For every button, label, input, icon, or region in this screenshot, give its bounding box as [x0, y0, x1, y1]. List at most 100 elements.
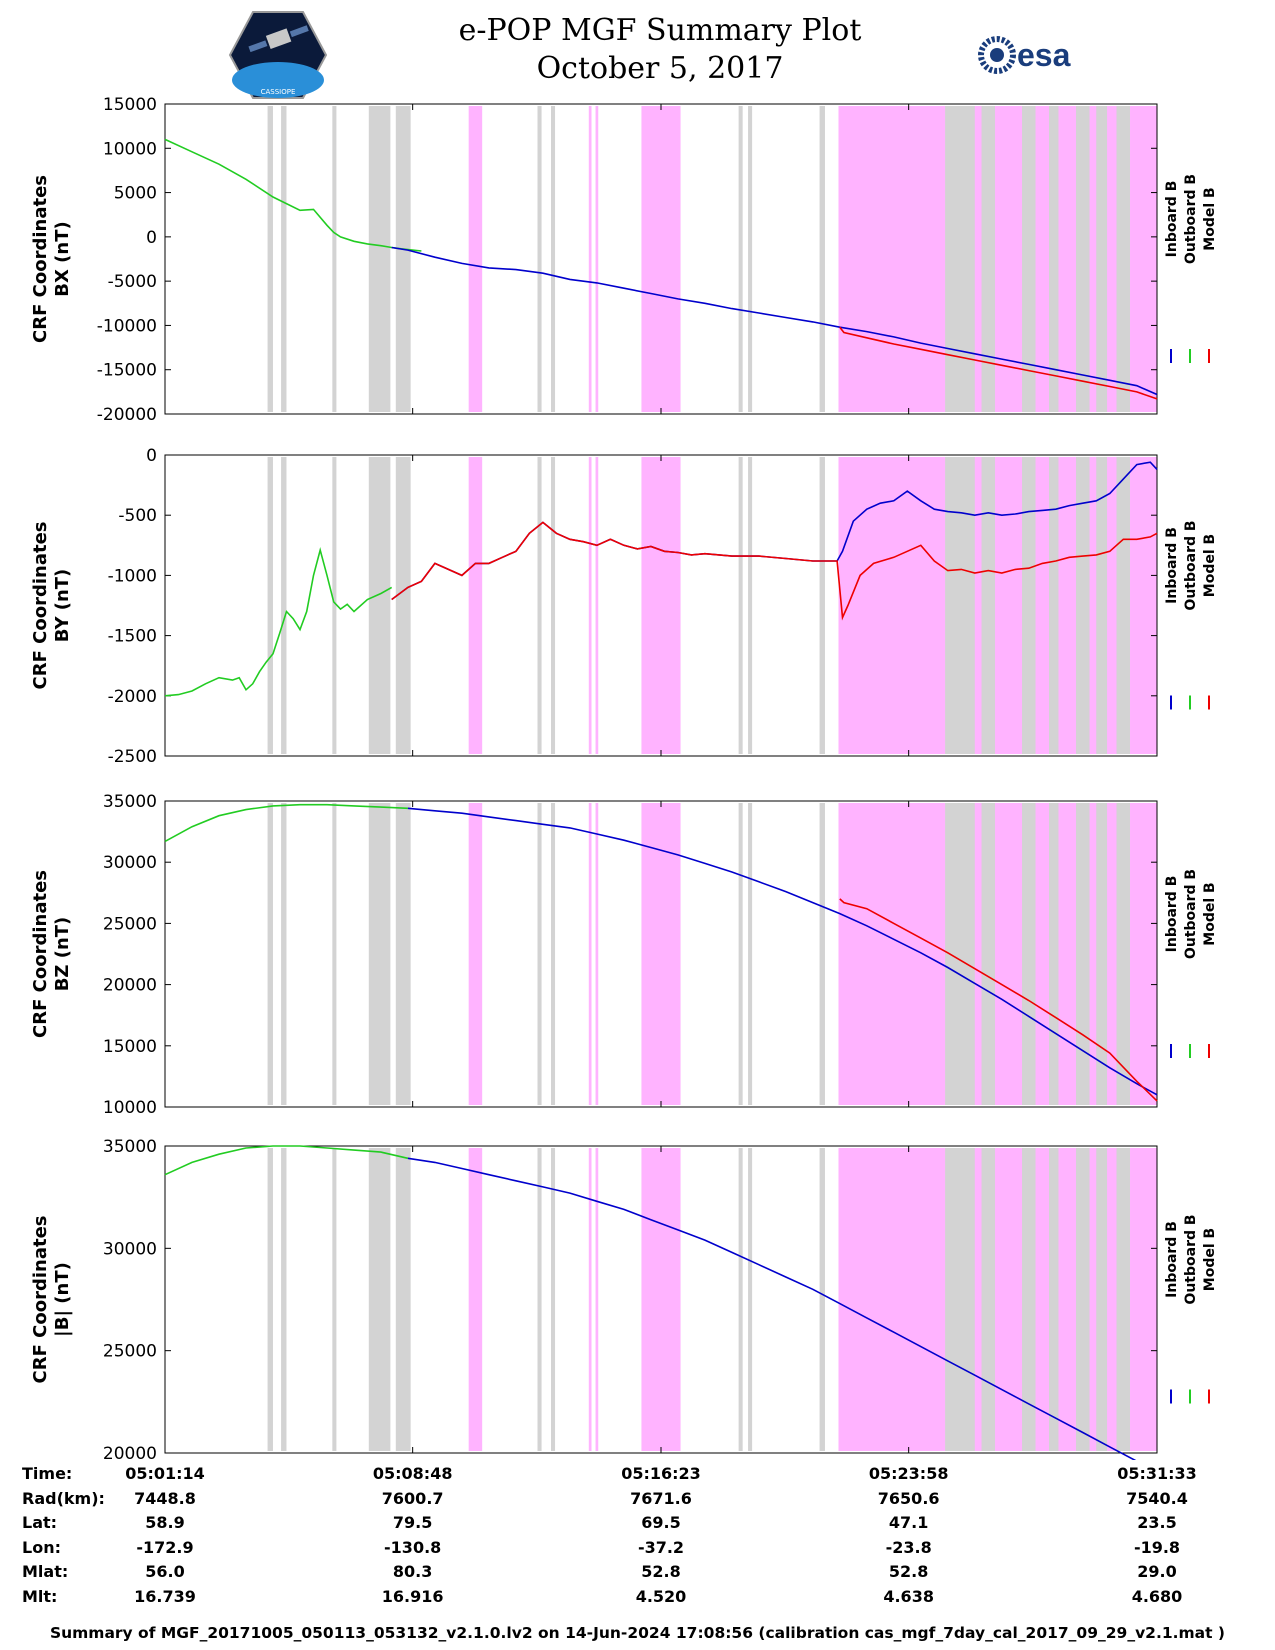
pink-band-1-3: [641, 457, 681, 754]
info-value-5-3: 4.638: [883, 1586, 934, 1606]
series-2-inboard-b: [407, 807, 1158, 1096]
pink-band-0-0: [468, 106, 483, 412]
grey-band-1-11: [981, 457, 996, 754]
info-value-5-4: 4.680: [1131, 1586, 1183, 1606]
grey-band-1-5: [537, 457, 542, 754]
legend-label-1-0: Inboard B: [1164, 527, 1180, 604]
grey-band-0-16: [1116, 106, 1131, 412]
grey-band-2-16: [1116, 803, 1131, 1105]
grey-band-2-3: [368, 803, 391, 1105]
y-tick-label-0-6: -15000: [97, 361, 157, 381]
y-tick-label-3-2: 25000: [103, 1342, 157, 1362]
info-value-4-0: 56.0: [145, 1562, 185, 1581]
legend-label-2-2: Model B: [1202, 882, 1218, 945]
y-tick-label-2-2: 25000: [103, 914, 157, 934]
y-tick-label-1-4: -2000: [108, 687, 157, 707]
grey-band-1-9: [819, 457, 825, 754]
info-row-3: Lon: -172.9 -130.8 -37.2 -23.8 -19.8: [0, 1538, 1275, 1562]
series-1-model-b: [391, 521, 1158, 621]
grey-band-2-2: [332, 803, 337, 1105]
grey-band-0-14: [1076, 106, 1090, 412]
y-tick-label-1-3: -1500: [108, 627, 157, 647]
grey-band-1-8: [748, 457, 753, 754]
grey-band-3-6: [551, 1148, 556, 1451]
pink-band-1-1: [588, 457, 592, 754]
grey-band-3-14: [1076, 1148, 1090, 1451]
y-axis-label-2-0: CRF Coordinates: [30, 870, 51, 1038]
esa-logo: esa: [978, 36, 1071, 74]
y-tick-label-0-0: 15000: [103, 95, 157, 115]
y-tick-label-2-0: 35000: [103, 792, 157, 812]
pink-band-2-2: [595, 803, 599, 1105]
grey-band-2-7: [738, 803, 743, 1105]
footer-summary: Summary of MGF_20171005_050113_053132_v2…: [49, 1624, 1226, 1642]
pink-band-3-4: [838, 1148, 1157, 1451]
grey-band-1-0: [267, 457, 273, 754]
cassiope-logo: CASSIOPE: [228, 11, 328, 99]
grey-band-2-0: [267, 803, 273, 1105]
y-axis-label-3-1: |B| (nT): [52, 1262, 73, 1337]
y-tick-label-0-7: -20000: [97, 405, 157, 425]
info-value-0-0: 05:01:14: [125, 1464, 205, 1483]
grey-band-2-6: [551, 803, 556, 1105]
info-value-1-4: 7540.4: [1126, 1488, 1188, 1508]
info-value-4-2: 52.8: [641, 1562, 681, 1581]
grey-band-1-12: [1022, 457, 1036, 754]
pink-band-3-1: [588, 1148, 592, 1451]
grey-band-1-14: [1076, 457, 1090, 754]
grey-band-0-15: [1096, 106, 1108, 412]
info-value-3-4: -19.8: [1133, 1537, 1181, 1557]
grey-band-3-0: [267, 1148, 273, 1451]
info-value-5-0: 16.739: [134, 1586, 196, 1606]
grey-band-1-1: [281, 457, 287, 754]
grey-band-2-4: [395, 803, 411, 1105]
series-0-outboard-b: [164, 138, 422, 252]
grey-band-0-9: [819, 106, 825, 412]
pink-band-2-1: [588, 803, 592, 1105]
pink-band-2-3: [641, 803, 681, 1105]
grey-band-1-3: [368, 457, 391, 754]
info-label-0: Time:: [22, 1464, 73, 1483]
y-axis-label-1-1: BY (nT): [52, 569, 73, 643]
grey-band-0-6: [551, 106, 556, 412]
svg-text:CASSIOPE: CASSIOPE: [261, 88, 296, 96]
legend-label-3-0: Inboard B: [1164, 1221, 1180, 1298]
grey-band-1-13: [1049, 457, 1059, 754]
pink-band-2-4: [838, 803, 1157, 1105]
grey-band-1-4: [395, 457, 411, 754]
grey-band-1-7: [738, 457, 743, 754]
y-axis-label-1-0: CRF Coordinates: [30, 522, 51, 690]
grey-band-3-2: [332, 1148, 337, 1451]
info-value-1-0: 7448.8: [134, 1488, 196, 1508]
grey-band-0-7: [738, 106, 743, 412]
info-value-3-2: -37.2: [637, 1537, 685, 1557]
pink-band-0-4: [838, 106, 1157, 412]
grey-band-0-11: [981, 106, 996, 412]
legend-label-3-1: Outboard B: [1183, 1214, 1199, 1304]
info-value-0-4: 05:31:33: [1117, 1464, 1197, 1483]
info-row-5: Mlt: 16.739 16.916 4.520 4.638 4.680: [0, 1587, 1275, 1611]
y-tick-label-1-0: 0: [146, 446, 157, 466]
grey-band-2-8: [748, 803, 753, 1105]
grey-band-1-16: [1116, 457, 1131, 754]
grey-band-3-10: [945, 1148, 975, 1451]
series-0-inboard-b: [391, 246, 1158, 396]
grey-band-2-11: [981, 803, 996, 1105]
title-line-1: e-POP MGF Summary Plot: [458, 13, 862, 48]
grey-band-0-10: [945, 106, 975, 412]
series-2-outboard-b: [164, 803, 408, 843]
y-tick-label-0-2: 5000: [114, 184, 157, 204]
info-label-4: Mlat:: [22, 1562, 69, 1581]
legend-label-0-1: Outboard B: [1183, 174, 1199, 264]
legend-label-2-0: Inboard B: [1164, 876, 1180, 953]
info-label-5: Mlt:: [22, 1586, 58, 1606]
grey-band-3-15: [1096, 1148, 1108, 1451]
series-3-outboard-b: [164, 1145, 409, 1176]
grey-band-2-14: [1076, 803, 1090, 1105]
pink-band-0-3: [641, 106, 681, 412]
grey-band-2-1: [281, 803, 287, 1105]
grey-band-0-1: [281, 106, 287, 412]
grey-band-2-12: [1022, 803, 1036, 1105]
grey-band-2-9: [819, 803, 825, 1105]
y-tick-label-3-1: 30000: [103, 1239, 157, 1259]
